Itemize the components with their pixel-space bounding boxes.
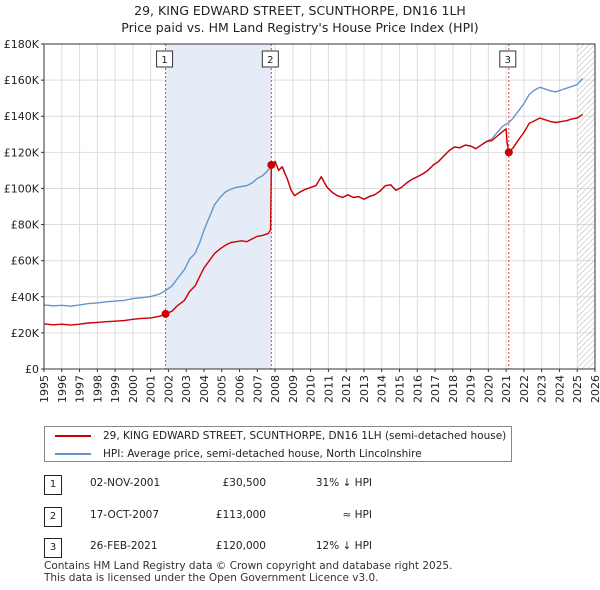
x-tick-label: 2018 <box>447 375 460 403</box>
x-tick-label: 2009 <box>287 375 300 403</box>
x-tick-label: 1998 <box>91 375 104 403</box>
sale-point <box>161 309 170 318</box>
transaction-row: 1 02-NOV-2001 £30,500 31% ↓ HPI <box>0 475 600 495</box>
x-tick-label: 2010 <box>305 375 318 403</box>
transaction-number: 2 <box>44 507 62 527</box>
plot-area <box>44 44 595 369</box>
sale-label-box <box>499 50 517 68</box>
y-tick-label: £180K <box>4 38 40 51</box>
forecast-hatch <box>577 44 595 369</box>
x-tick-label: 2011 <box>322 375 335 403</box>
x-tick-label: 2013 <box>358 375 371 403</box>
x-tick-label: 2014 <box>376 375 389 403</box>
y-tick-label: £20K <box>11 327 40 340</box>
y-tick-label: £160K <box>4 74 40 87</box>
x-tick-label: 1999 <box>109 375 122 403</box>
transaction-hpi: 31% ↓ HPI <box>315 477 372 489</box>
x-tick-label: 2016 <box>411 375 424 403</box>
sale-label-box <box>156 50 174 68</box>
footer: Contains HM Land Registry data © Crown c… <box>44 560 452 584</box>
legend: 29, KING EDWARD STREET, SCUNTHORPE, DN16… <box>44 426 512 462</box>
y-tick-label: £80K <box>11 219 40 232</box>
x-tick-label: 2003 <box>180 375 193 403</box>
transaction-price: £30,500 <box>222 477 266 489</box>
transaction-date: 26-FEB-2021 <box>90 540 158 552</box>
transaction-row: 3 26-FEB-2021 £120,000 12% ↓ HPI <box>0 538 600 558</box>
x-tick-label: 2008 <box>269 375 282 403</box>
legend-item-property: 29, KING EDWARD STREET, SCUNTHORPE, DN16… <box>55 427 506 445</box>
price-line <box>43 113 583 326</box>
y-tick-label: £0 <box>25 363 39 376</box>
y-tick-label: £60K <box>11 255 40 268</box>
legend-swatch-property <box>55 435 91 437</box>
x-tick-label: 2006 <box>234 375 247 403</box>
x-tick-label: 2023 <box>536 375 549 403</box>
x-tick-label: 2001 <box>145 375 158 403</box>
x-tick-label: 2026 <box>589 375 600 403</box>
sale-label: 1 <box>161 55 167 66</box>
legend-label-hpi: HPI: Average price, semi-detached house,… <box>103 448 422 460</box>
footer-line-2: This data is licensed under the Open Gov… <box>44 572 379 584</box>
transaction-number: 3 <box>44 538 62 558</box>
x-tick-label: 2020 <box>482 375 495 403</box>
price-chart: £0 £20K £40K £60K £80K £100K £120K £140K £160K £1… <box>4 38 600 403</box>
title-line-2: Price paid vs. HM Land Registry's House … <box>121 20 479 35</box>
legend-swatch-hpi <box>55 453 91 455</box>
transaction-hpi: 12% ↓ HPI <box>315 540 372 552</box>
x-tick-label: 2002 <box>162 375 175 403</box>
x-tick-label: 2007 <box>251 375 264 403</box>
transaction-price: £120,000 <box>215 540 266 552</box>
x-tick-label: 1995 <box>38 375 51 403</box>
x-tick-label: 2000 <box>127 375 140 403</box>
x-tick-label: 2012 <box>340 375 353 403</box>
transaction-price: £113,000 <box>215 509 266 521</box>
x-tick-label: 2019 <box>465 375 478 403</box>
sale-label: 2 <box>267 55 273 66</box>
x-tick-label: 2021 <box>500 375 513 403</box>
title-line-1: 29, KING EDWARD STREET, SCUNTHORPE, DN16… <box>134 3 466 18</box>
x-tick-label: 2025 <box>571 375 584 403</box>
transaction-date: 02-NOV-2001 <box>90 477 161 489</box>
x-tick-label: 2017 <box>429 375 442 403</box>
sale-point <box>504 148 513 157</box>
x-tick-label: 2005 <box>216 375 229 403</box>
x-tick-label: 1997 <box>74 375 87 403</box>
y-tick-label: £100K <box>4 182 40 195</box>
y-tick-label: £40K <box>11 291 40 304</box>
sale-label: 3 <box>505 55 511 66</box>
legend-item-hpi: HPI: Average price, semi-detached house,… <box>55 445 422 463</box>
plot-frame <box>43 43 596 370</box>
y-tick-label: £120K <box>4 146 40 159</box>
ownership-shade <box>165 44 272 369</box>
sale-point <box>267 160 276 169</box>
transaction-hpi: ≈ HPI <box>342 509 372 521</box>
transaction-number: 1 <box>44 475 62 495</box>
x-tick-label: 2004 <box>198 375 211 403</box>
sale-label-box <box>261 50 279 68</box>
transaction-date: 17-OCT-2007 <box>90 509 159 521</box>
y-tick-label: £140K <box>4 110 40 123</box>
transaction-row: 2 17-OCT-2007 £113,000 ≈ HPI <box>0 507 600 527</box>
chart-title: 29, KING EDWARD STREET, SCUNTHORPE, DN16… <box>0 2 600 36</box>
x-tick-label: 2015 <box>393 375 406 403</box>
legend-label-property: 29, KING EDWARD STREET, SCUNTHORPE, DN16… <box>103 430 507 442</box>
x-tick-label: 1996 <box>56 375 69 403</box>
x-tick-label: 2022 <box>518 375 531 403</box>
x-tick-label: 2024 <box>553 375 566 403</box>
footer-line-1: Contains HM Land Registry data © Crown c… <box>44 560 453 572</box>
